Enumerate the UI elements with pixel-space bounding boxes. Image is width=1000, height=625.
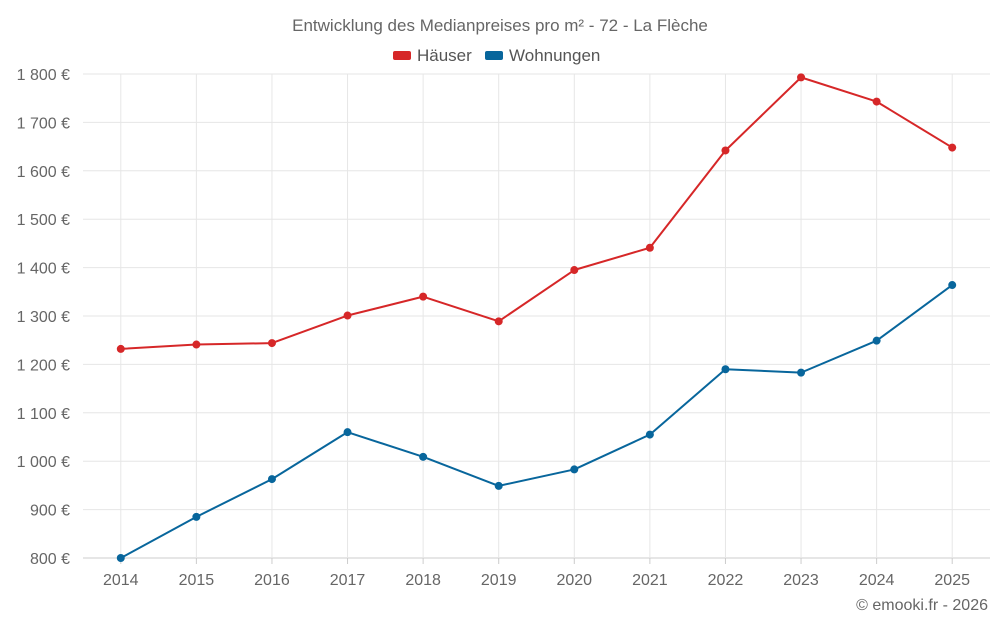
x-tick-label: 2014 [103, 572, 139, 589]
data-point-wohnungen[interactable] [948, 281, 957, 290]
x-tick-label: 2024 [859, 572, 895, 589]
legend-label-haeuser: Häuser [417, 46, 472, 65]
x-tick-label: 2017 [330, 572, 366, 589]
data-point-haeuser[interactable] [948, 143, 957, 152]
credit-text: © emooki.fr - 2026 [856, 597, 988, 614]
data-point-wohnungen[interactable] [192, 512, 201, 521]
x-tick-label: 2019 [481, 572, 517, 589]
y-tick-label: 900 € [30, 503, 70, 520]
data-point-haeuser[interactable] [645, 243, 654, 252]
data-point-haeuser[interactable] [116, 344, 125, 353]
data-point-wohnungen[interactable] [343, 428, 352, 437]
legend-item-haeuser[interactable]: Häuser [393, 46, 472, 65]
data-point-wohnungen[interactable] [419, 452, 428, 461]
data-point-wohnungen[interactable] [721, 365, 730, 374]
legend-swatch-wohnungen [485, 51, 503, 60]
x-tick-label: 2015 [179, 572, 215, 589]
data-point-haeuser[interactable] [267, 339, 276, 348]
data-point-wohnungen[interactable] [116, 554, 125, 562]
data-point-haeuser[interactable] [494, 317, 503, 326]
y-tick-label: 1 700 € [17, 115, 70, 132]
x-tick-label: 2021 [632, 572, 668, 589]
y-tick-label: 1 800 € [17, 67, 70, 84]
series-line-haeuser [120, 76, 953, 350]
data-point-haeuser[interactable] [192, 340, 201, 349]
y-tick-label: 800 € [30, 551, 70, 568]
legend-swatch-haeuser [393, 51, 411, 60]
data-point-wohnungen[interactable] [797, 368, 806, 377]
chart-title: Entwicklung des Medianpreises pro m² - 7… [292, 16, 708, 35]
y-tick-label: 1 000 € [17, 454, 70, 471]
legend[interactable]: Häuser Wohnungen [393, 46, 600, 65]
data-point-wohnungen[interactable] [570, 465, 579, 474]
legend-item-wohnungen[interactable]: Wohnungen [485, 46, 600, 65]
y-tick-label: 1 400 € [17, 261, 70, 278]
y-axis-ticks: 800 € 900 € 1 000 € 1 100 € 1 200 € 1 300 € 1 … [17, 67, 70, 568]
data-point-haeuser[interactable] [721, 146, 730, 155]
data-point-haeuser[interactable] [419, 292, 428, 301]
x-tick-label: 2025 [934, 572, 970, 589]
data-point-haeuser[interactable] [343, 311, 352, 320]
data-point-wohnungen[interactable] [872, 336, 881, 345]
data-point-haeuser[interactable] [872, 97, 881, 106]
data-point-wohnungen[interactable] [494, 481, 503, 490]
legend-label-wohnungen: Wohnungen [509, 46, 600, 65]
gridlines [83, 73, 990, 564]
data-point-wohnungen[interactable] [645, 430, 654, 439]
y-tick-label: 1 200 € [17, 357, 70, 374]
x-tick-label: 2016 [254, 572, 290, 589]
x-tick-label: 2020 [556, 572, 592, 589]
y-tick-label: 1 300 € [17, 309, 70, 326]
x-tick-label: 2022 [708, 572, 744, 589]
series-line-wohnungen [120, 284, 953, 559]
x-tick-label: 2023 [783, 572, 819, 589]
x-tick-label: 2018 [405, 572, 441, 589]
series-haeuser [116, 73, 957, 353]
series [116, 73, 957, 562]
y-tick-label: 1 600 € [17, 164, 70, 181]
data-point-wohnungen[interactable] [267, 475, 276, 484]
y-tick-label: 1 100 € [17, 406, 70, 423]
y-tick-label: 1 500 € [17, 212, 70, 229]
x-axis-ticks: 2014 2015 2016 2017 2018 2019 2020 2021 2022 2023… [103, 572, 970, 589]
data-point-haeuser[interactable] [797, 73, 806, 82]
data-point-haeuser[interactable] [570, 266, 579, 275]
series-wohnungen [116, 281, 957, 562]
